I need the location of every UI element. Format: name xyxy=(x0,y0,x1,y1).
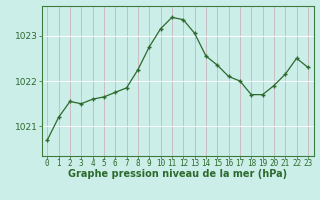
X-axis label: Graphe pression niveau de la mer (hPa): Graphe pression niveau de la mer (hPa) xyxy=(68,169,287,179)
